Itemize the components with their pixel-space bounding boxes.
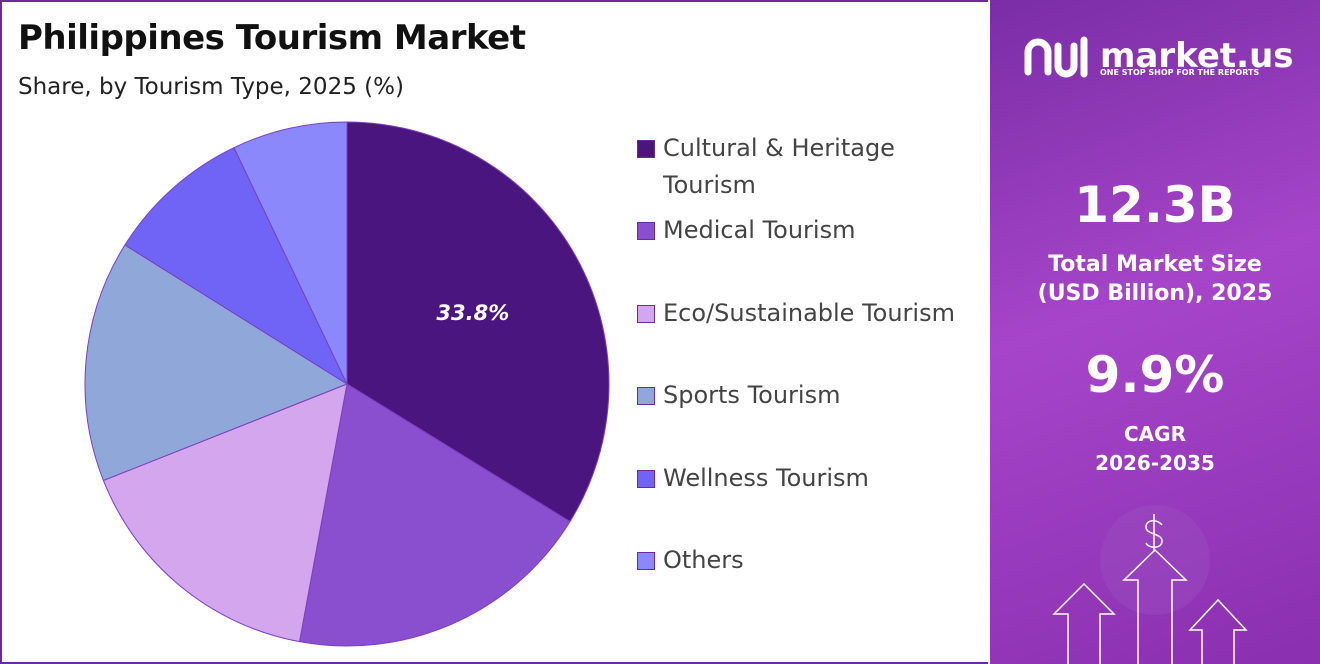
legend-swatch xyxy=(637,470,655,488)
legend-label: Wellness Tourism xyxy=(663,464,869,492)
legend-item: Eco/Sustainable Tourism xyxy=(637,295,982,332)
pie-slice xyxy=(298,383,571,647)
market-size: 12.3B xyxy=(1074,176,1236,234)
legend-swatch xyxy=(637,305,655,323)
arrow-icons xyxy=(1052,514,1248,664)
legend-swatch xyxy=(637,140,655,158)
pie-slice xyxy=(346,121,610,523)
pie-slice xyxy=(233,121,348,385)
brand: market.us xyxy=(1100,36,1294,76)
data-label: 33.8% xyxy=(436,301,509,325)
logo-icon xyxy=(1024,36,1088,78)
label-line: 2026-2035 xyxy=(1095,451,1215,475)
decor-circle xyxy=(1100,505,1210,615)
legend-item: Cultural & Heritage Tourism xyxy=(637,130,982,204)
legend-label: Cultural & Heritage Tourism xyxy=(663,134,895,199)
cagr-label: CAGR 2026-2035 xyxy=(990,420,1320,478)
legend-item: Medical Tourism xyxy=(637,212,982,249)
tagline: ONE STOP SHOP FOR THE REPORTS xyxy=(1100,68,1260,77)
chart-subtitle: Share, by Tourism Type, 2025 (%) xyxy=(18,74,404,100)
pie-slice xyxy=(84,244,349,482)
legend-label: Others xyxy=(663,546,744,574)
cagr: 9.9% xyxy=(1085,346,1225,404)
label-line: CAGR xyxy=(1124,422,1186,446)
legend-item: Others xyxy=(637,542,982,579)
chart-title: Philippines Tourism Market xyxy=(18,18,526,58)
pie-chart: 33.8% xyxy=(84,121,610,647)
pie-slice xyxy=(124,146,349,386)
legend-label: Sports Tourism xyxy=(663,381,841,409)
label-line: Total Market Size xyxy=(1048,252,1262,277)
pie-slice xyxy=(102,383,348,643)
side-panel: market.us ONE STOP SHOP FOR THE REPORTS … xyxy=(990,0,1320,664)
chart-area xyxy=(0,0,988,664)
legend-swatch xyxy=(637,387,655,405)
panel-decor xyxy=(1024,36,1248,664)
legend-label: Medical Tourism xyxy=(663,216,856,244)
dollar-icon xyxy=(1145,514,1163,552)
legend-label: Eco/Sustainable Tourism xyxy=(663,299,955,327)
legend-item: Wellness Tourism xyxy=(637,460,982,497)
market-size-label: Total Market Size (USD Billion), 2025 xyxy=(990,250,1320,308)
legend-swatch xyxy=(637,222,655,240)
label-line: (USD Billion), 2025 xyxy=(1037,281,1273,306)
legend-swatch xyxy=(637,552,655,570)
legend-item: Sports Tourism xyxy=(637,377,982,414)
